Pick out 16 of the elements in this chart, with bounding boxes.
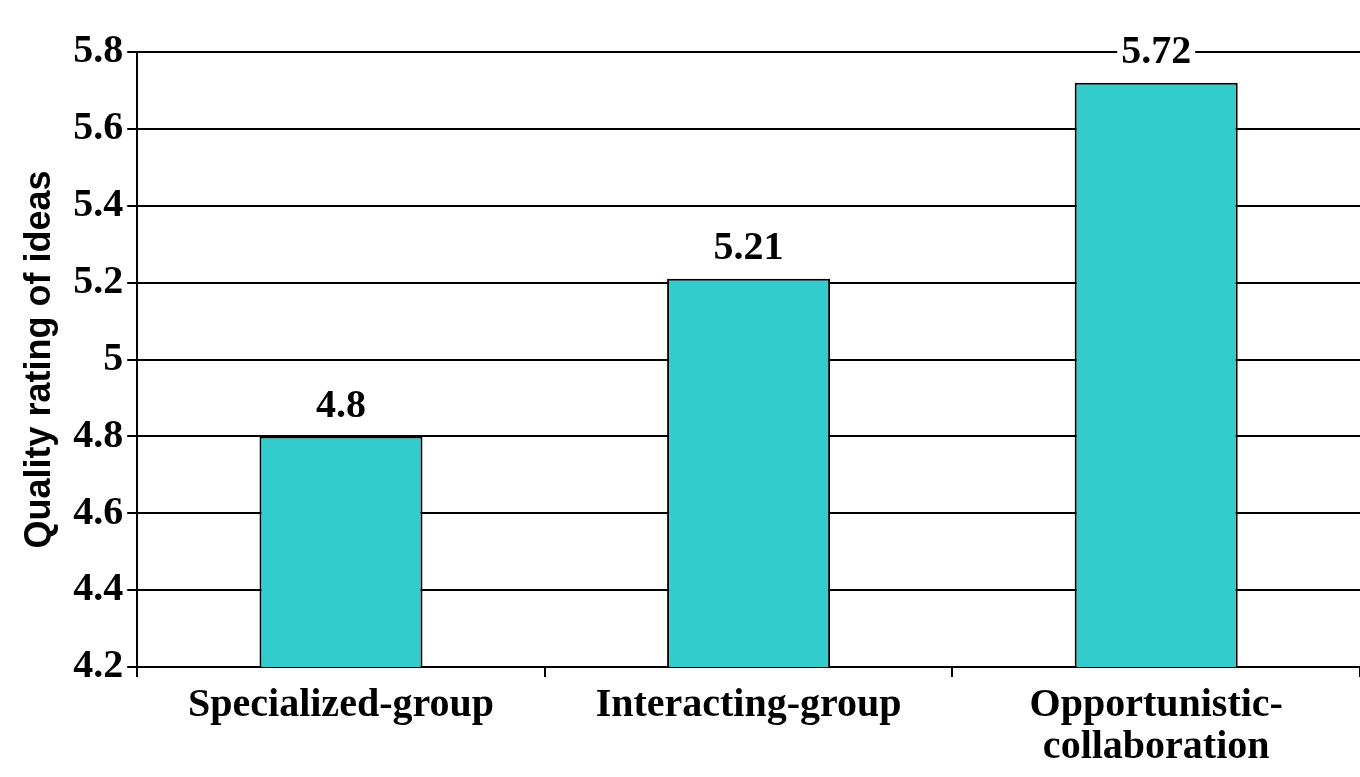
y-tick-label: 5: [103, 333, 124, 379]
y-tick-label: 4.6: [73, 487, 124, 533]
data-label: 4.8: [316, 380, 366, 426]
y-tick-label: 4.4: [73, 564, 124, 610]
y-tick-label: 5.2: [73, 256, 124, 302]
x-tick-label: Specialized-group: [188, 680, 494, 726]
y-tick-label: 4.2: [73, 641, 124, 687]
x-tick-label: Opportunistic-collaboration: [1029, 680, 1283, 768]
y-tick-label: 5.6: [73, 103, 124, 149]
y-tick-label: 4.8: [73, 410, 124, 456]
x-tick-label: Interacting-group: [595, 680, 902, 726]
y-axis-title: Quality rating of ideas: [16, 170, 58, 549]
y-tick-label: 5.8: [73, 26, 124, 72]
y-tick-label: 5.4: [73, 180, 124, 226]
data-label: 5.21: [713, 223, 784, 269]
data-label: 5.72: [1121, 27, 1192, 73]
